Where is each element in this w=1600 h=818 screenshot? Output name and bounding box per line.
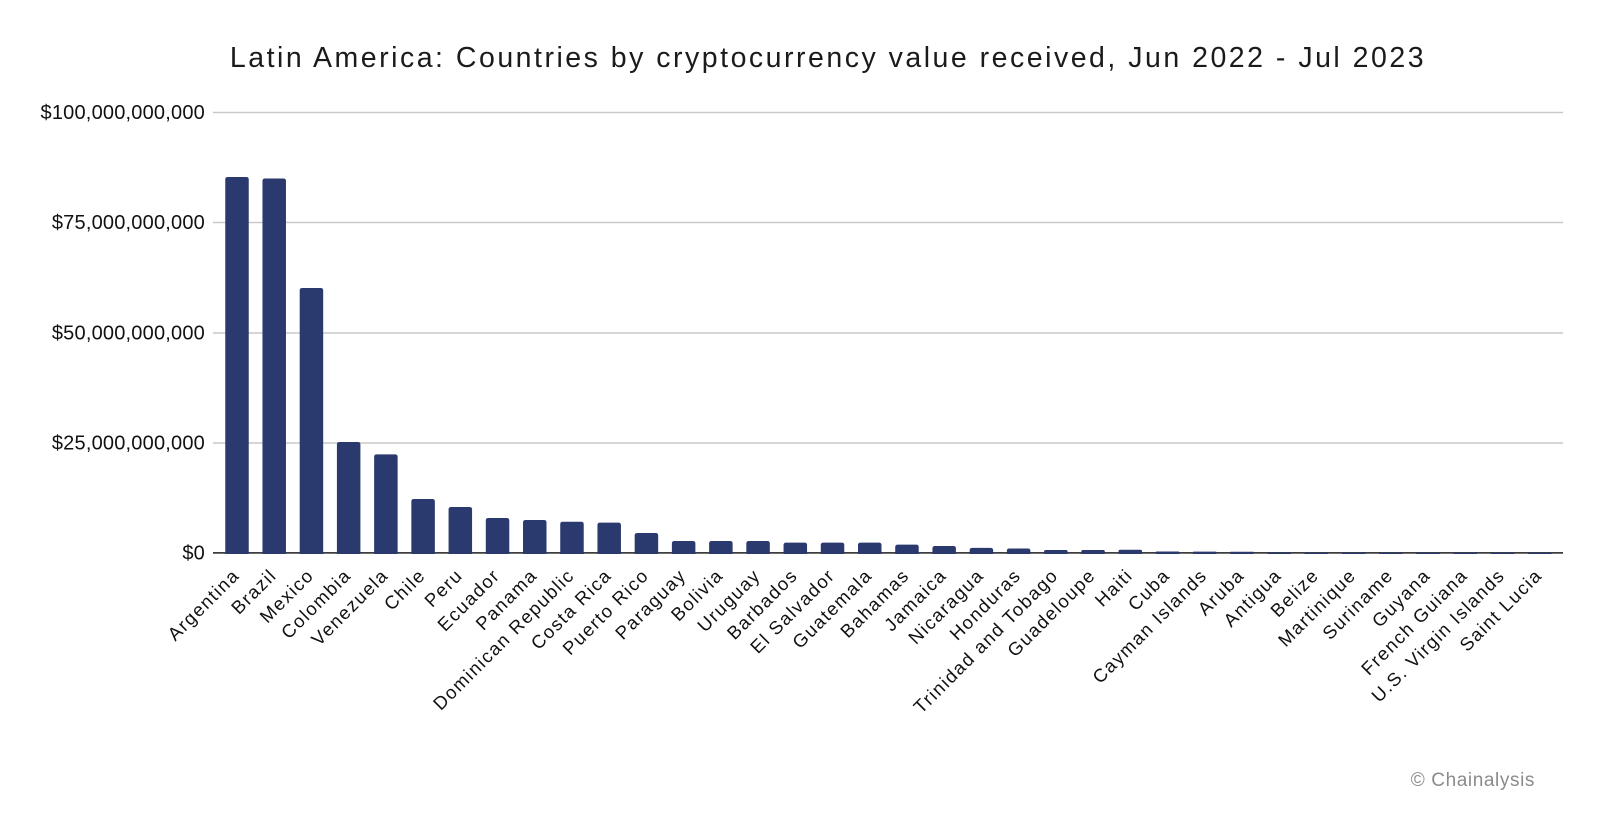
svg-text:$25,000,000,000: $25,000,000,000	[52, 433, 205, 455]
svg-text:$100,000,000,000: $100,000,000,000	[41, 102, 205, 124]
svg-text:Latin America: Countries by cr: Latin America: Countries by cryptocurren…	[230, 42, 1426, 74]
svg-text:© Chainalysis: © Chainalysis	[1411, 770, 1535, 791]
svg-text:$0: $0	[182, 543, 205, 565]
svg-text:$75,000,000,000: $75,000,000,000	[52, 212, 205, 234]
svg-text:$50,000,000,000: $50,000,000,000	[52, 323, 205, 345]
